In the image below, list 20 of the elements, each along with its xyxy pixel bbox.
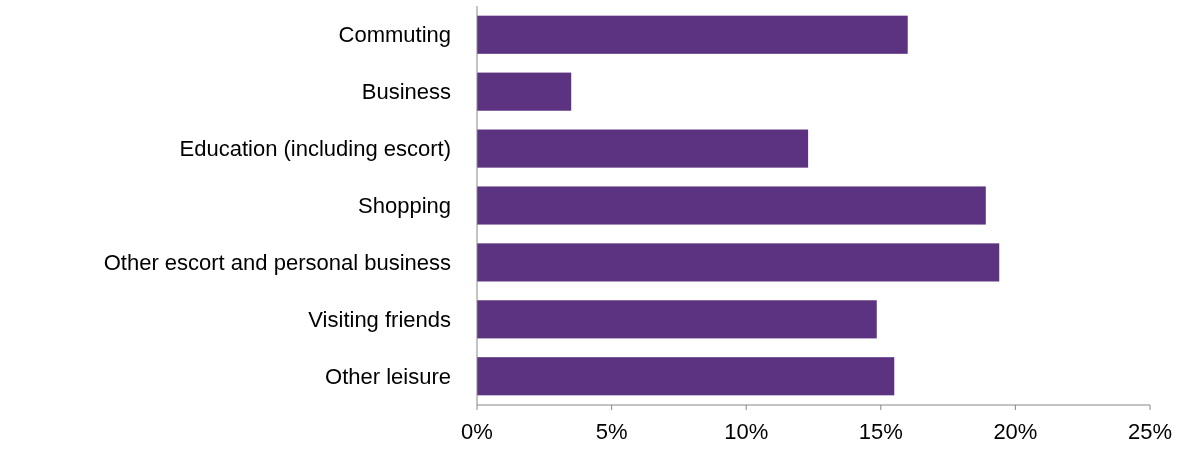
y-tick-label: Commuting <box>338 22 451 48</box>
bar <box>477 129 809 168</box>
y-tick-label: Other escort and personal business <box>103 250 451 276</box>
x-tick-label: 15% <box>858 419 903 444</box>
y-tick-label: Business <box>361 79 451 105</box>
x-tick-label: 0% <box>461 419 493 444</box>
y-tick-label: Visiting friends <box>308 307 451 333</box>
bar <box>477 186 986 225</box>
bar <box>477 15 908 54</box>
x-tick-label: 25% <box>1127 419 1173 444</box>
y-tick-label: Other leisure <box>325 363 451 389</box>
x-tick-label: 10% <box>724 419 769 444</box>
bar <box>477 300 877 339</box>
bar <box>477 357 895 396</box>
bar <box>477 72 572 111</box>
bar <box>477 243 1000 282</box>
y-tick-label: Shopping <box>358 193 451 219</box>
x-tick-label: 20% <box>993 419 1038 444</box>
x-tick-label: 5% <box>595 419 628 444</box>
y-tick-label: Education (including escort) <box>179 136 451 162</box>
